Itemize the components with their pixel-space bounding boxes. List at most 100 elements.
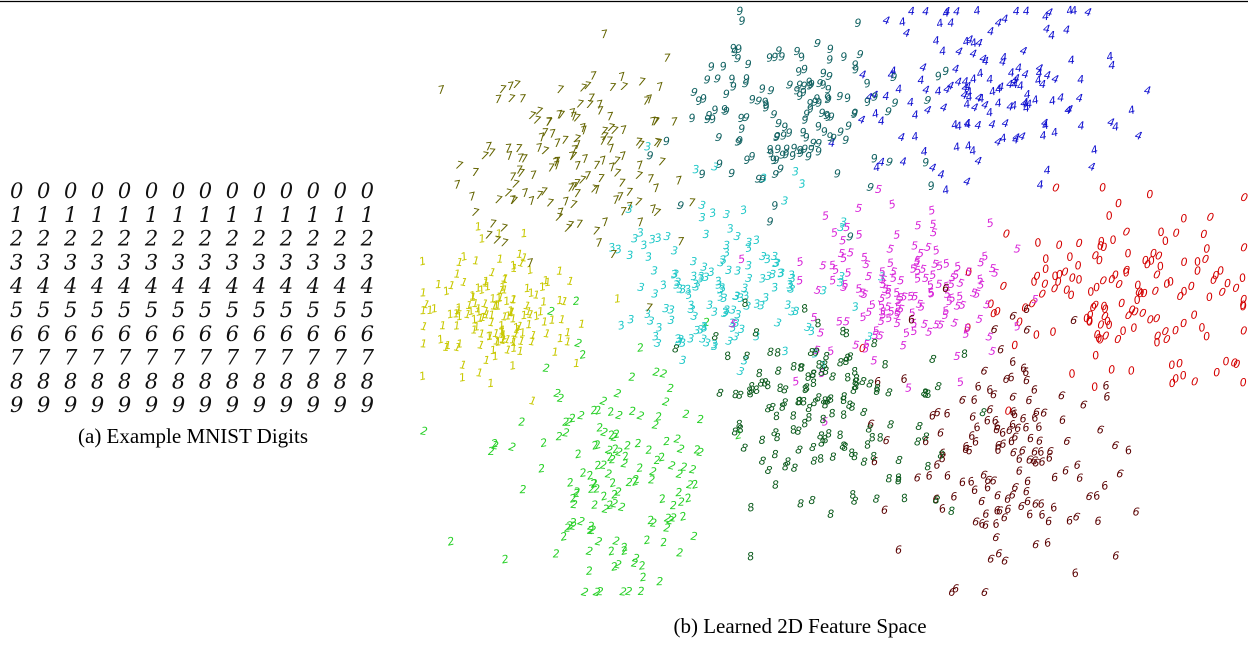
embedded-digit: 8 xyxy=(842,327,851,341)
embedded-digit: 0 xyxy=(1130,305,1140,319)
embedded-digit: 6 xyxy=(1102,379,1111,393)
embedded-digit: 8 xyxy=(842,351,851,365)
embedded-digit: 3 xyxy=(654,231,663,245)
embedded-digit: 5 xyxy=(972,287,981,301)
embedded-digit: 9 xyxy=(927,179,936,193)
embedded-digit: 9 xyxy=(865,180,875,194)
embedded-digit: 7 xyxy=(570,180,578,193)
embedded-digit: 0 xyxy=(1113,333,1122,347)
embedded-digit: 0 xyxy=(1091,249,1100,263)
embedded-digit: 2 xyxy=(599,425,609,439)
embedded-digit: 4 xyxy=(1035,66,1043,79)
embedded-digit: 8 xyxy=(870,450,878,464)
embedded-digit: 8 xyxy=(817,436,827,450)
embedded-digit: 9 xyxy=(942,65,949,78)
embedded-digit: 7 xyxy=(535,141,544,155)
embedded-digit: 7 xyxy=(618,149,627,163)
embedded-digit: 1 xyxy=(536,305,544,319)
embedded-digit: 1 xyxy=(420,304,427,317)
embedded-digit: 4 xyxy=(1013,72,1021,85)
embedded-digit: 7 xyxy=(578,81,587,95)
embedded-digit: 9 xyxy=(698,167,706,181)
embedded-digit: 7 xyxy=(572,111,581,125)
embedded-digit: 7 xyxy=(568,149,577,163)
embedded-digit: 4 xyxy=(1039,129,1048,143)
embedded-digit: 7 xyxy=(574,177,581,190)
embedded-digit: 4 xyxy=(1021,96,1031,110)
embedded-digit: 7 xyxy=(635,158,644,172)
embedded-digit: 0 xyxy=(1033,270,1041,283)
embedded-digit: 7 xyxy=(598,154,608,168)
embedded-digit: 3 xyxy=(614,242,623,256)
embedded-digit: 0 xyxy=(1168,377,1176,390)
embedded-digit: 5 xyxy=(956,276,966,290)
embedded-digit: 6 xyxy=(942,282,949,295)
embedded-digit: 8 xyxy=(789,423,799,437)
embedded-digit: 5 xyxy=(899,290,908,304)
embedded-digit: 9 xyxy=(794,65,804,79)
embedded-digit: 3 xyxy=(728,303,737,317)
embedded-digit: 4 xyxy=(881,14,891,28)
embedded-digit: 3 xyxy=(702,228,709,241)
embedded-digit: 5 xyxy=(963,322,971,336)
embedded-digit: 6 xyxy=(1046,445,1054,459)
embedded-digit: 9 xyxy=(721,103,728,116)
embedded-digit: 9 xyxy=(663,135,671,148)
embedded-digit: 4 xyxy=(1012,133,1020,147)
embedded-digit: 9 xyxy=(846,230,855,244)
embedded-digit: 3 xyxy=(679,354,687,367)
embedded-digit: 8 xyxy=(818,366,826,380)
embedded-digit: 1 xyxy=(518,326,526,340)
embedded-digit: 7 xyxy=(645,301,653,315)
embedded-digit: 0 xyxy=(1179,369,1188,383)
embedded-digit: 3 xyxy=(724,334,734,348)
embedded-digit: 5 xyxy=(817,326,825,340)
embedded-digit: 0 xyxy=(1100,241,1107,254)
embedded-digit: 6 xyxy=(1065,514,1074,528)
embedded-digit: 3 xyxy=(788,269,796,282)
embedded-digit: 9 xyxy=(801,143,809,156)
embedded-digit: 1 xyxy=(564,335,572,349)
embedded-digit: 9 xyxy=(675,199,685,213)
embedded-digit: 7 xyxy=(633,195,643,209)
embedded-digit: 4 xyxy=(910,130,919,144)
embedded-digit: 6 xyxy=(1073,459,1081,472)
embedded-digit: 7 xyxy=(537,130,547,144)
embedded-digit: 1 xyxy=(496,253,503,266)
embedded-digit: 7 xyxy=(507,92,516,106)
embedded-digit: 8 xyxy=(924,460,932,473)
embedded-digit: 3 xyxy=(787,282,797,296)
embedded-digit: 8 xyxy=(860,455,868,469)
embedded-digit: 4 xyxy=(1143,84,1151,98)
embedded-digit: 9 xyxy=(793,45,800,58)
embedded-digit: 1 xyxy=(477,327,485,341)
embedded-digit: 8 xyxy=(763,463,773,477)
embedded-digit: 2 xyxy=(606,498,615,512)
embedded-digit: 9 xyxy=(765,51,774,65)
embedded-digit: 1 xyxy=(540,295,548,309)
embedded-digit: 3 xyxy=(692,278,699,291)
embedded-digit: 8 xyxy=(800,417,810,431)
embedded-digit: 9 xyxy=(806,79,814,92)
embedded-digit: 4 xyxy=(939,101,949,115)
embedded-digit: 0 xyxy=(1134,279,1142,293)
embedded-digit: 2 xyxy=(594,459,603,473)
embedded-digit: 9 xyxy=(780,129,788,142)
embedded-digit: 5 xyxy=(878,273,888,287)
embedded-digit: 4 xyxy=(858,68,867,82)
embedded-digit: 9 xyxy=(852,63,859,76)
embedded-digit: 5 xyxy=(864,270,872,284)
embedded-digit: 3 xyxy=(702,336,712,350)
embedded-digit: 9 xyxy=(769,153,779,167)
embedded-digit: 9 xyxy=(814,137,823,151)
embedded-digit: 0 xyxy=(1180,256,1187,269)
embedded-digit: 7 xyxy=(625,186,633,199)
embedded-digit: 5 xyxy=(810,311,817,324)
embedded-digit: 8 xyxy=(772,478,780,491)
embedded-digit: 1 xyxy=(453,340,463,354)
embedded-digit: 7 xyxy=(677,235,685,248)
embedded-digit: 3 xyxy=(726,222,735,236)
embedded-digit: 8 xyxy=(789,409,797,423)
embedded-digit: 1 xyxy=(510,341,518,355)
embedded-digit: 4 xyxy=(918,61,927,75)
